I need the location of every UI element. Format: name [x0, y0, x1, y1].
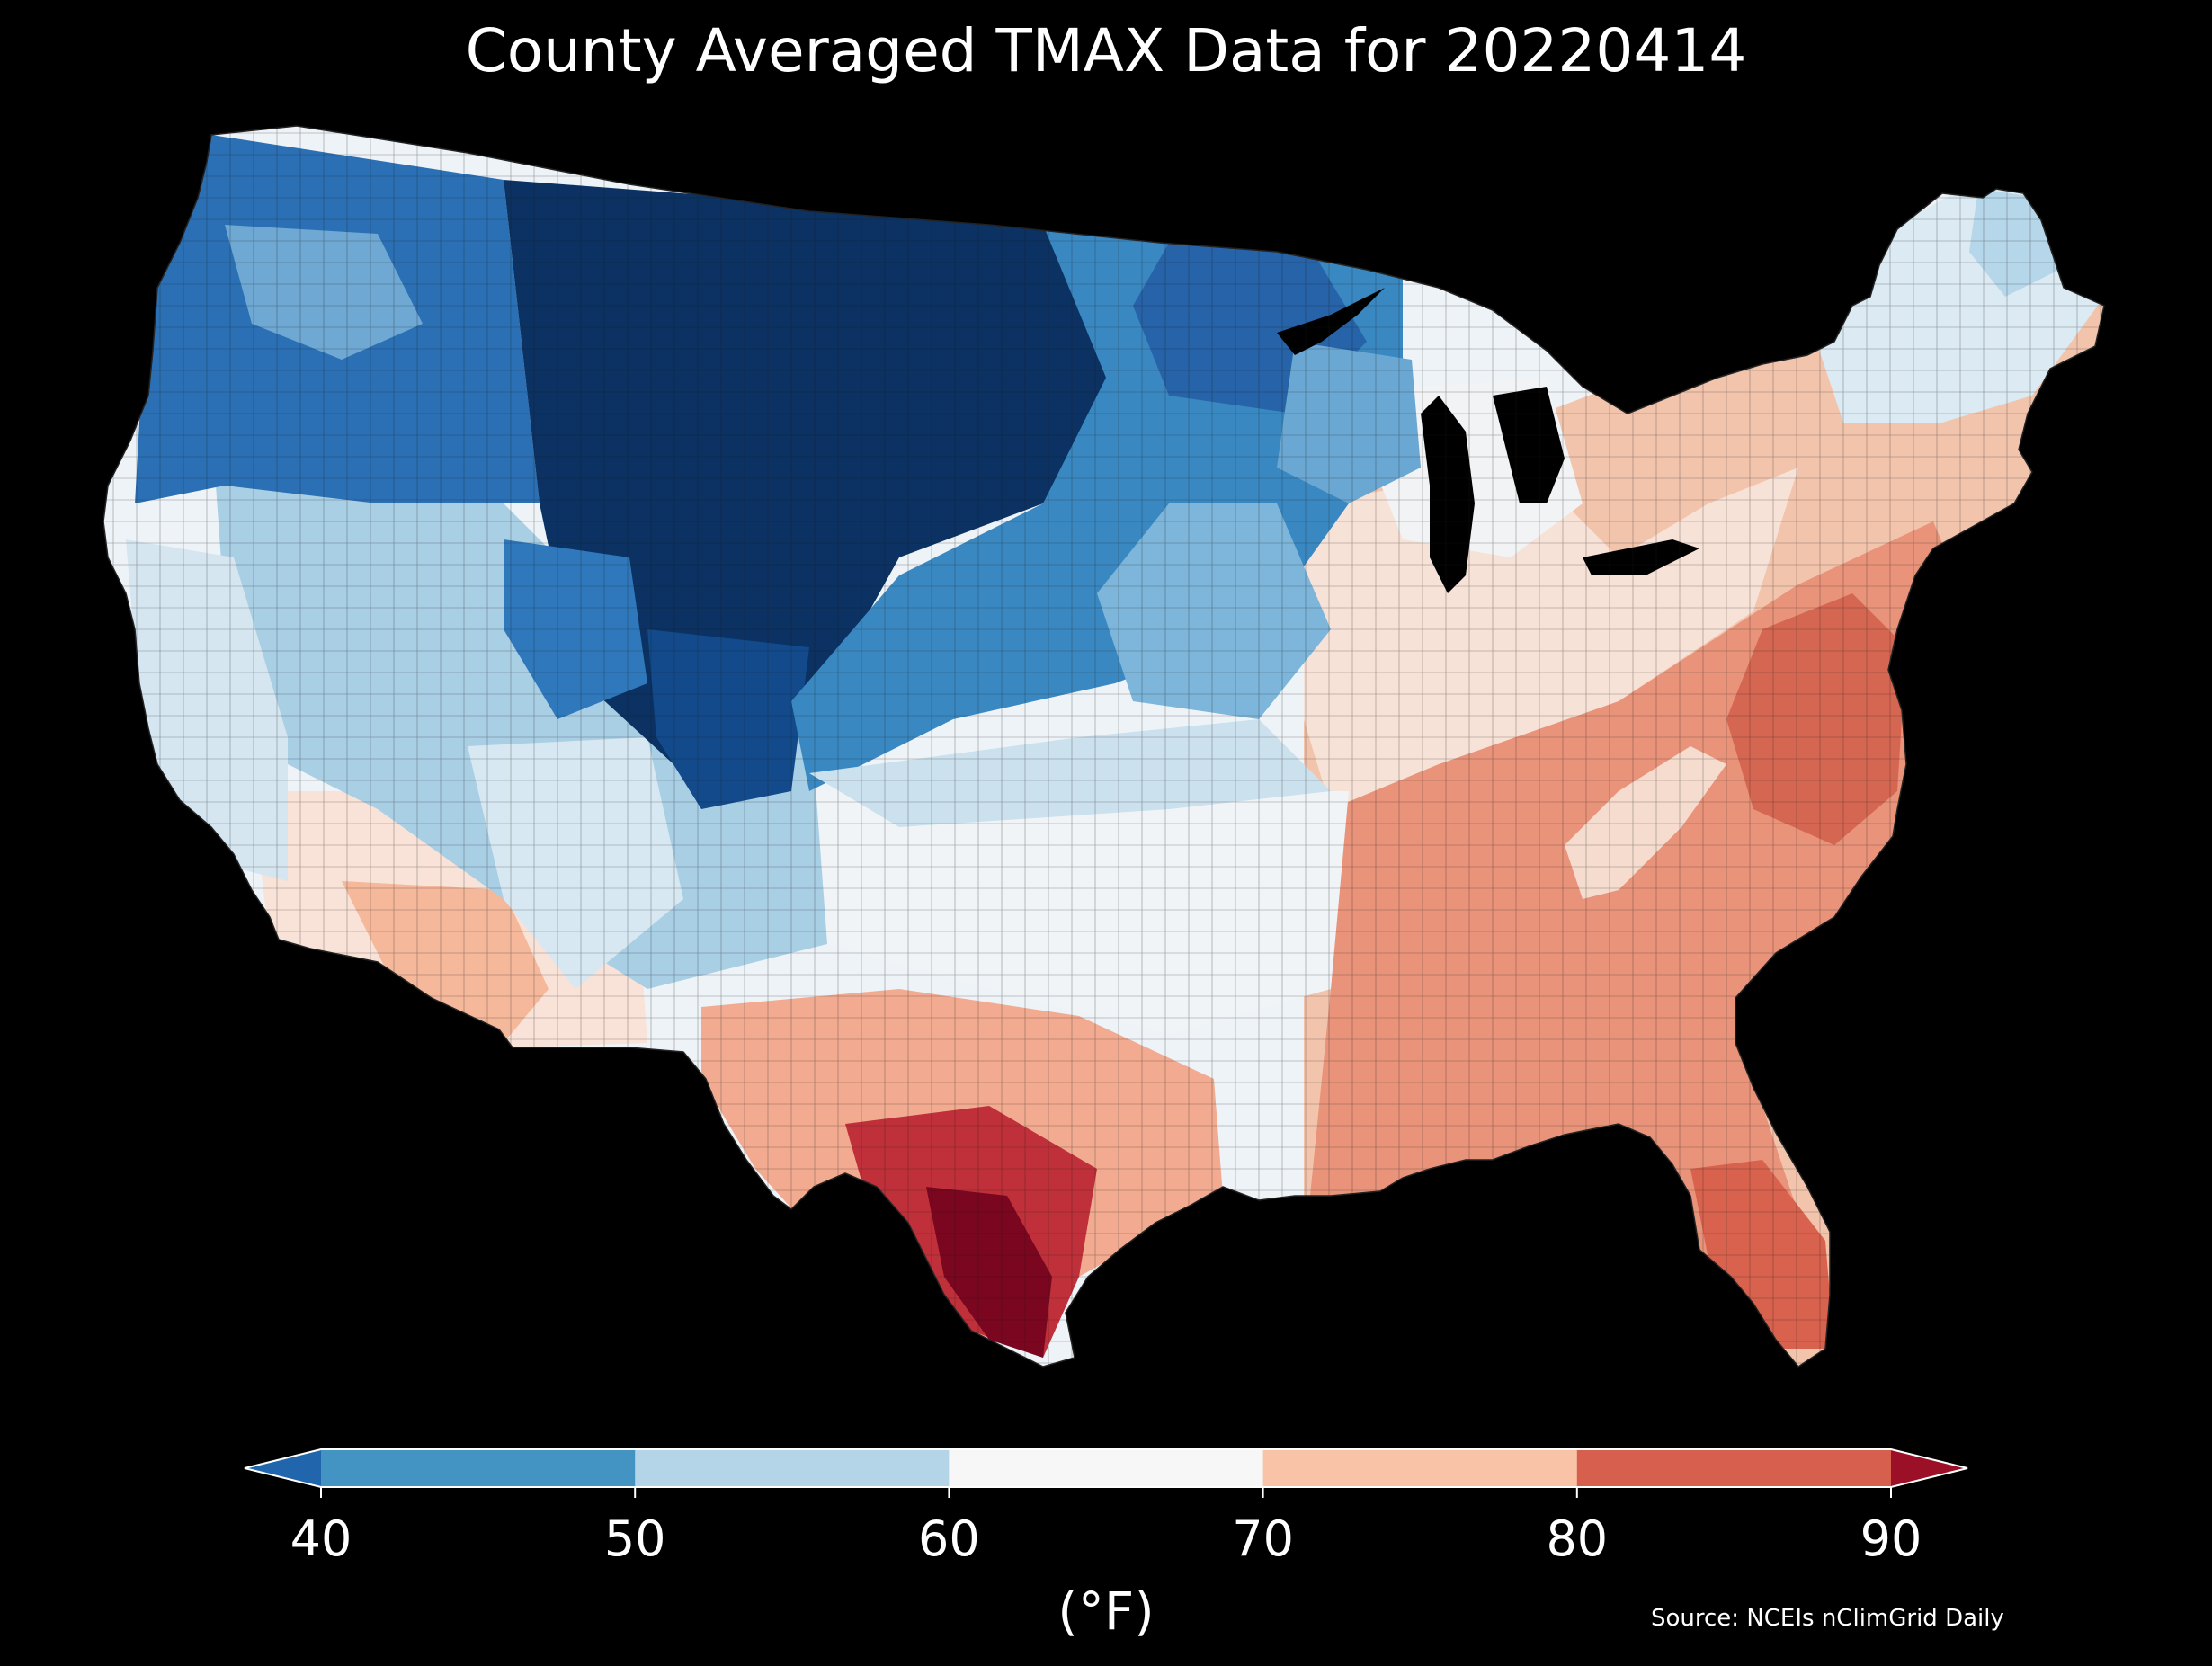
colorbar-tick-label: 50: [603, 1510, 666, 1567]
colorbar-segment: [1576, 1449, 1892, 1487]
region-california: [126, 539, 288, 881]
colorbar-segment: [1262, 1449, 1578, 1487]
region-iowa-light: [1097, 503, 1331, 719]
lake-michigan: [1421, 396, 1475, 593]
lake-huron-erie: [1493, 387, 1565, 503]
region-appalachia-cool: [1565, 746, 1726, 899]
colorbar-tick-label: 40: [290, 1510, 352, 1567]
region-central-plains: [791, 791, 1349, 1034]
region-four-corners-pale: [468, 737, 683, 989]
region-plains-light: [809, 719, 1331, 827]
region-florida: [1690, 1160, 1834, 1349]
colorbar-segment: [321, 1449, 636, 1487]
map-title: County Averaged TMAX Data for 20220414: [465, 16, 1747, 85]
region-wisconsin: [1277, 342, 1421, 503]
region-colorado: [647, 629, 809, 809]
source-note: Source: NCEIs nClimGrid Daily: [1651, 1605, 2004, 1632]
region-nw-light: [225, 225, 423, 360]
colorbar-extend-low: [245, 1449, 321, 1487]
region-maine: [1969, 189, 2059, 297]
colorbar-extend-high: [1891, 1449, 1967, 1487]
lake-superior: [1277, 288, 1385, 355]
region-arizona: [342, 881, 549, 1043]
colorbar-tick-label: 60: [918, 1510, 980, 1567]
colorbar-segment: [635, 1449, 950, 1487]
lake-erie: [1583, 539, 1699, 575]
region-nw-colorado-blue: [504, 539, 647, 719]
colorbar-segment: [949, 1449, 1264, 1487]
region-mid-atlantic: [1726, 593, 1906, 845]
colorbar-tick-label: 80: [1546, 1510, 1609, 1567]
colorbar-tick-label: 90: [1860, 1510, 1922, 1567]
region-northern-plains: [504, 180, 1115, 773]
colorbar-tick-label: 70: [1232, 1510, 1294, 1567]
colorbar-units: (°F): [1057, 1581, 1155, 1642]
region-south-texas-extreme: [926, 1187, 1052, 1358]
